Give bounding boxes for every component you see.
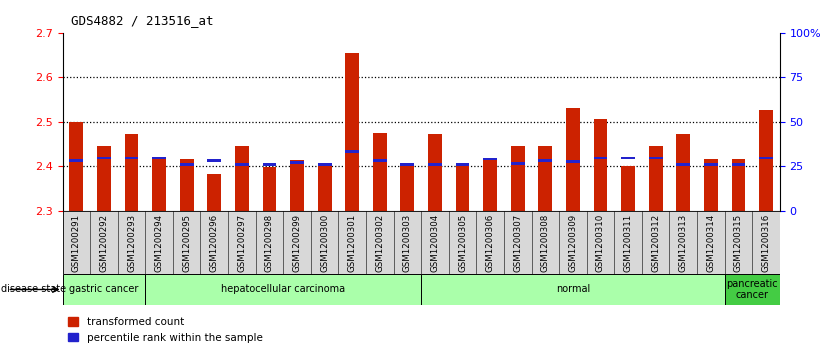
Text: GSM1200308: GSM1200308 [540, 214, 550, 272]
Text: GSM1200302: GSM1200302 [375, 214, 384, 272]
Text: GSM1200292: GSM1200292 [99, 214, 108, 272]
Bar [621, 157, 635, 159]
Bar [345, 150, 359, 153]
Text: disease state: disease state [1, 285, 66, 294]
Bar [290, 161, 304, 164]
Bar [373, 133, 387, 211]
Bar [676, 163, 691, 166]
Bar [97, 146, 111, 211]
Bar [208, 159, 221, 162]
FancyBboxPatch shape [725, 274, 780, 305]
Bar [318, 163, 332, 166]
Text: GSM1200307: GSM1200307 [513, 214, 522, 272]
Bar [704, 159, 718, 211]
Text: GSM1200293: GSM1200293 [127, 214, 136, 272]
Bar [124, 134, 138, 211]
Bar [510, 146, 525, 211]
Text: GSM1200316: GSM1200316 [761, 214, 771, 272]
Bar [428, 134, 442, 211]
Text: GSM1200297: GSM1200297 [238, 214, 246, 272]
Bar [180, 163, 193, 166]
Bar [566, 108, 580, 211]
Text: GSM1200309: GSM1200309 [569, 214, 577, 272]
Bar [152, 157, 166, 159]
Bar [345, 53, 359, 211]
Text: GSM1200295: GSM1200295 [182, 214, 191, 272]
Bar [400, 163, 414, 166]
Text: GSM1200313: GSM1200313 [679, 214, 688, 272]
Bar [676, 134, 691, 211]
Text: GSM1200299: GSM1200299 [293, 214, 302, 272]
Bar [731, 159, 746, 211]
Text: GSM1200294: GSM1200294 [154, 214, 163, 272]
Bar [235, 146, 249, 211]
Text: GSM1200315: GSM1200315 [734, 214, 743, 272]
Bar [208, 174, 221, 211]
Text: GSM1200303: GSM1200303 [403, 214, 412, 272]
Text: GSM1200312: GSM1200312 [651, 214, 661, 272]
FancyBboxPatch shape [145, 274, 421, 305]
Text: GSM1200305: GSM1200305 [458, 214, 467, 272]
Bar [69, 122, 83, 211]
Text: pancreatic
cancer: pancreatic cancer [726, 279, 778, 300]
FancyBboxPatch shape [63, 211, 780, 274]
Bar [428, 163, 442, 166]
Bar [290, 160, 304, 211]
Text: GSM1200301: GSM1200301 [348, 214, 357, 272]
Bar [566, 160, 580, 163]
Text: GSM1200304: GSM1200304 [430, 214, 440, 272]
Bar [594, 157, 607, 159]
Text: normal: normal [555, 285, 590, 294]
Text: GSM1200300: GSM1200300 [320, 214, 329, 272]
Text: GSM1200298: GSM1200298 [265, 214, 274, 272]
Bar [263, 163, 276, 166]
Bar [759, 110, 773, 211]
Bar [649, 146, 662, 211]
Bar [373, 159, 387, 162]
Bar [97, 157, 111, 159]
Legend: transformed count, percentile rank within the sample: transformed count, percentile rank withi… [68, 317, 263, 343]
Bar [759, 157, 773, 159]
Text: GSM1200314: GSM1200314 [706, 214, 716, 272]
Text: hepatocellular carcinoma: hepatocellular carcinoma [221, 285, 345, 294]
Bar [539, 146, 552, 211]
Text: GSM1200306: GSM1200306 [485, 214, 495, 272]
Bar [455, 163, 470, 166]
Bar [649, 157, 662, 159]
Text: gastric cancer: gastric cancer [69, 285, 138, 294]
Bar [539, 159, 552, 162]
Bar [594, 119, 607, 211]
FancyBboxPatch shape [63, 274, 145, 305]
Bar [69, 159, 83, 162]
Bar [152, 159, 166, 211]
Bar [483, 158, 497, 160]
Bar [704, 163, 718, 166]
FancyBboxPatch shape [421, 274, 725, 305]
Text: GDS4882 / 213516_at: GDS4882 / 213516_at [71, 15, 214, 28]
Bar [621, 166, 635, 211]
Bar [455, 166, 470, 211]
Text: GSM1200310: GSM1200310 [596, 214, 605, 272]
Bar [235, 163, 249, 166]
Text: GSM1200296: GSM1200296 [210, 214, 219, 272]
Bar [400, 166, 414, 211]
Text: GSM1200291: GSM1200291 [72, 214, 81, 272]
Bar [731, 163, 746, 166]
Bar [483, 159, 497, 211]
Bar [510, 162, 525, 165]
Bar [263, 167, 276, 211]
Bar [318, 166, 332, 211]
Text: GSM1200311: GSM1200311 [624, 214, 632, 272]
Bar [180, 159, 193, 211]
Bar [124, 157, 138, 159]
